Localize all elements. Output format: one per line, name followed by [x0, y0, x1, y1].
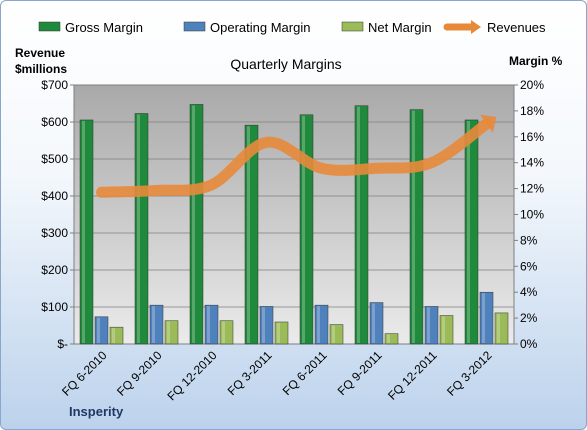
- bar-highlight: [387, 334, 390, 343]
- left-axis-title-line2: $millions: [15, 62, 67, 76]
- right-tick-label: 6%: [520, 259, 538, 273]
- bar-net-margin: [384, 333, 399, 345]
- bar-net-margin: [164, 320, 179, 345]
- bar-gross-margin: [134, 113, 149, 345]
- bar-net-margin: [109, 326, 124, 345]
- left-tick-label: $700: [41, 78, 68, 92]
- x-tick-label: FQ 6-2010: [59, 348, 110, 399]
- left-tick-label: $300: [41, 226, 68, 240]
- right-axis-title: Margin %: [509, 54, 563, 68]
- bar-highlight: [442, 316, 445, 343]
- left-tick-label: $600: [41, 115, 68, 129]
- chart-title: Quarterly Margins: [230, 56, 341, 72]
- bar-operating-margin: [94, 316, 109, 345]
- bar-highlight: [192, 105, 195, 343]
- bar-highlight: [137, 114, 140, 344]
- bar-operating-margin: [314, 304, 329, 345]
- legend: Gross Margin Operating Margin Net Margin Re…: [38, 20, 546, 35]
- right-tick-label: 18%: [520, 104, 544, 118]
- bar-highlight: [427, 307, 430, 343]
- bar-highlight: [332, 325, 335, 343]
- left-tick-label: $-: [57, 337, 68, 351]
- bar-gross-margin: [409, 109, 424, 345]
- right-tick-label: 10%: [520, 208, 544, 222]
- bar-operating-margin: [149, 304, 164, 345]
- legend-label: Gross Margin: [65, 20, 143, 35]
- legend-swatch: [38, 21, 61, 32]
- left-tick-label: $200: [41, 263, 68, 277]
- x-tick-label: FQ 9-2010: [114, 348, 165, 399]
- bar-gross-margin: [189, 104, 204, 345]
- bar-gross-margin: [244, 124, 259, 345]
- bar-net-margin: [219, 320, 234, 345]
- bar-highlight: [82, 120, 85, 343]
- legend-swatch: [341, 21, 364, 32]
- left-tick-label: $400: [41, 189, 68, 203]
- bar-operating-margin: [369, 302, 384, 345]
- bar-operating-margin: [204, 304, 219, 345]
- legend-label: Net Margin: [368, 20, 432, 35]
- right-tick-label: 16%: [520, 130, 544, 144]
- right-axis-ticks: 0% 2% 4% 6% 8% 10% 12% 14% 16% 18% 20%: [514, 78, 544, 351]
- right-tick-label: 8%: [520, 233, 538, 247]
- legend-label: Revenues: [487, 20, 546, 35]
- bar-series: [79, 104, 509, 345]
- left-axis-ticks: $- $100 $200 $300 $400 $500 $600 $700: [41, 78, 74, 351]
- bar-highlight: [262, 307, 265, 343]
- x-tick-label: FQ 3-2012: [444, 348, 495, 399]
- left-tick-label: $100: [41, 300, 68, 314]
- x-tick-label: FQ 12-2011: [385, 348, 440, 403]
- revenue-arrowhead: [480, 114, 497, 133]
- bar-net-margin: [329, 324, 344, 345]
- right-tick-label: 0%: [520, 337, 538, 351]
- bar-highlight: [412, 110, 415, 343]
- bar-highlight: [317, 306, 320, 343]
- bar-highlight: [372, 303, 375, 343]
- right-tick-label: 4%: [520, 285, 538, 299]
- bar-net-margin: [439, 315, 454, 345]
- bar-highlight: [482, 293, 485, 343]
- bar-net-margin: [494, 312, 509, 345]
- bar-gross-margin: [464, 119, 479, 345]
- bar-highlight: [167, 321, 170, 343]
- bar-highlight: [357, 106, 360, 343]
- x-tick-label: FQ 3-2011: [225, 348, 275, 398]
- legend-swatch: [183, 21, 206, 32]
- revenue-line: [96, 118, 492, 198]
- x-axis-ticks: FQ 6-2010 FQ 9-2010 FQ 12-2010 FQ 3-2011 FQ …: [59, 348, 495, 403]
- bar-highlight: [497, 313, 500, 343]
- x-tick-label: FQ 9-2011: [335, 348, 385, 398]
- revenue-line-series: [96, 114, 497, 198]
- right-tick-label: 20%: [520, 78, 544, 92]
- bar-gross-margin: [299, 114, 314, 345]
- bar-operating-margin: [479, 291, 494, 345]
- bar-gross-margin: [79, 119, 94, 345]
- bar-operating-margin: [424, 306, 439, 345]
- bar-highlight: [277, 322, 280, 343]
- right-tick-label: 14%: [520, 156, 544, 170]
- source-label: Insperity: [69, 404, 124, 419]
- x-tick-label: FQ 12-2010: [164, 348, 219, 403]
- bar-operating-margin: [259, 306, 274, 345]
- left-tick-label: $500: [41, 152, 68, 166]
- right-tick-label: 2%: [520, 311, 538, 325]
- bar-highlight: [97, 317, 100, 343]
- bar-highlight: [467, 120, 470, 343]
- bar-gross-margin: [354, 105, 369, 345]
- right-tick-label: 12%: [520, 182, 544, 196]
- bar-highlight: [112, 328, 115, 343]
- bar-net-margin: [274, 321, 289, 345]
- legend-arrowhead: [471, 20, 481, 34]
- left-axis-title-line1: Revenue: [15, 46, 65, 60]
- legend-label: Operating Margin: [210, 20, 310, 35]
- bar-highlight: [152, 306, 155, 343]
- bar-highlight: [302, 115, 305, 343]
- x-tick-label: FQ 6-2011: [280, 348, 330, 398]
- bar-highlight: [207, 306, 210, 343]
- bar-highlight: [222, 321, 225, 343]
- bar-highlight: [247, 126, 250, 344]
